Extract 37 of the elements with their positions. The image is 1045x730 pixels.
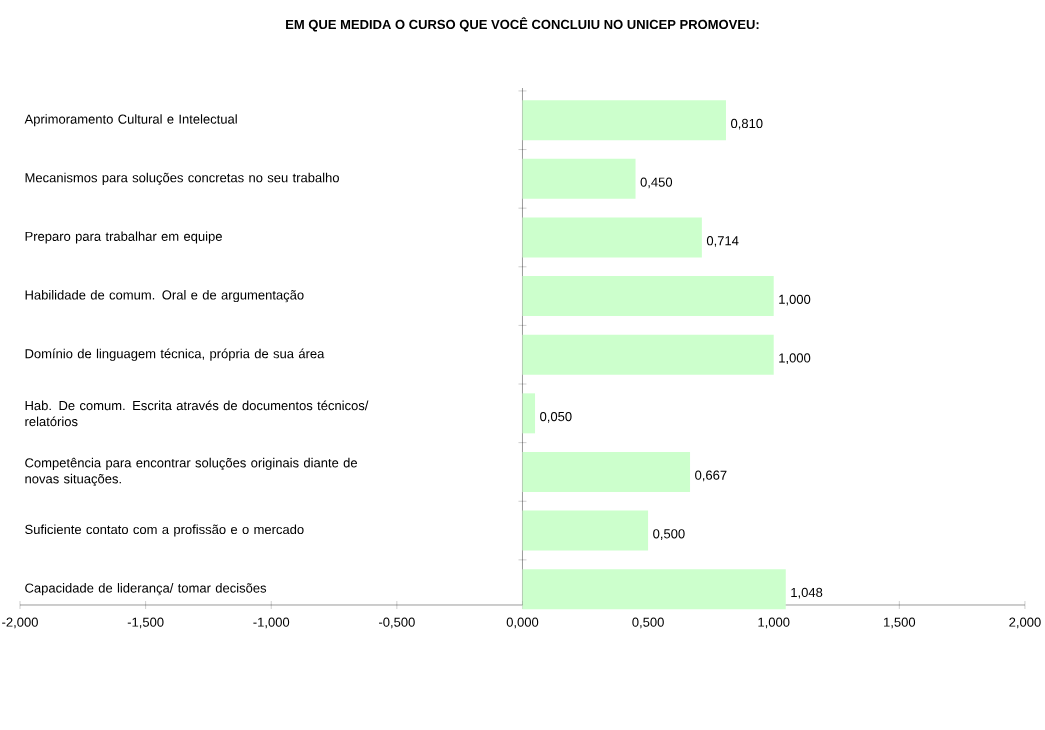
x-tick-label: -1,000 (253, 617, 290, 629)
x-tick-label: 1,500 (884, 617, 916, 629)
data-label: 0,500 (653, 529, 685, 540)
bar (522, 158, 636, 199)
bar (522, 217, 702, 258)
x-tick-label: 0,500 (632, 617, 664, 629)
data-label: 0,050 (540, 411, 572, 423)
y-tick-label: Preparo para trabalhar em equipe (25, 231, 222, 244)
y-tick-label: Habilidade de comum. Oral e de argumentação (25, 290, 304, 303)
y-tick-label: Competência para encontrar soluções originais diante de novas situações. (25, 457, 358, 487)
y-tick-label: Mecanismos para soluções concretas no seu trabalho (25, 172, 339, 185)
y-tick-label: Domínio de linguagem técnica, própria de sua área (25, 348, 325, 361)
x-tick-label: 1,000 (758, 617, 790, 629)
y-tick-label: Aprimoramento Cultural e Intelectual (24, 114, 237, 127)
data-label: 0,667 (695, 470, 727, 482)
x-tick-label: 2,000 (1009, 617, 1041, 629)
y-tick-label: Suficiente contato com a profissão e o mercado (25, 524, 304, 537)
x-tick-label: 0,000 (506, 617, 539, 629)
data-label: 0,714 (706, 236, 739, 247)
bar (522, 276, 774, 317)
bar (522, 510, 649, 551)
data-label: 0,450 (640, 177, 673, 189)
bar (522, 393, 536, 434)
chart-title: EM QUE MEDIDA O CURSO QUE VOCÊ CONCLUIU NO UNICEP PROMOVEU: (286, 17, 759, 32)
y-tick-label: Hab. De comum. Escrita através de documentos técnicos/ relatórios (25, 400, 369, 427)
data-label: 1,000 (779, 294, 811, 306)
bar (522, 100, 726, 141)
bar (522, 451, 691, 492)
y-tick-label: Capacidade de liderança/ tomar decisões (25, 583, 267, 596)
x-tick-label: -0,500 (379, 617, 415, 629)
x-tick-label: -1,500 (127, 617, 164, 629)
data-label: 1,048 (791, 587, 823, 599)
x-tick-label: -2,000 (2, 617, 38, 629)
bar (522, 569, 786, 610)
data-label: 1,000 (779, 353, 811, 365)
bar (522, 334, 774, 375)
data-label: 0,810 (731, 118, 763, 130)
